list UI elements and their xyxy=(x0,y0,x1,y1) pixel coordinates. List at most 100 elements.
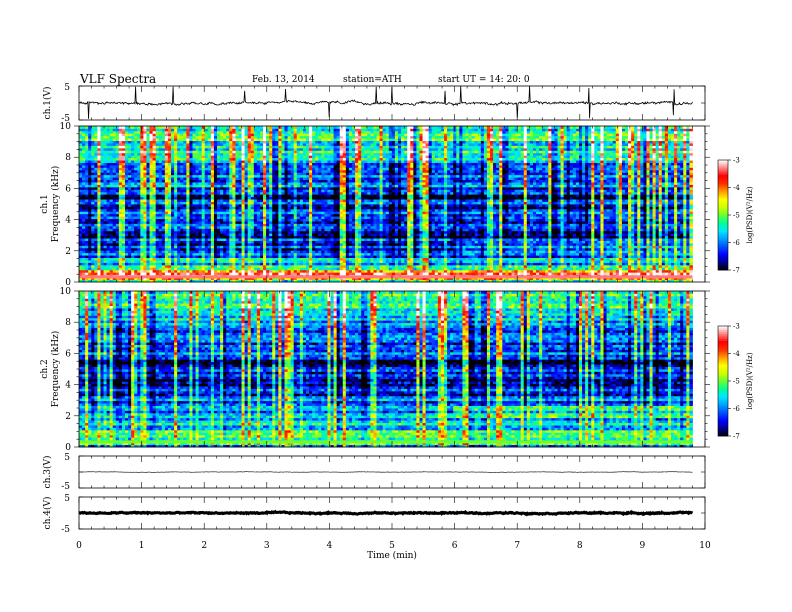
spectrogram-cell xyxy=(269,224,272,227)
spectrogram-cell xyxy=(263,158,266,161)
spectrogram-cell xyxy=(229,243,232,246)
spectrogram-cell xyxy=(202,209,205,212)
spectrogram-cell xyxy=(226,155,229,158)
spectrogram-cell xyxy=(128,163,131,166)
spectrogram-cell xyxy=(257,233,260,236)
spectrogram-cell xyxy=(278,224,281,227)
spectrogram-cell xyxy=(220,211,223,214)
spectrogram-cell xyxy=(143,197,146,200)
spectrogram-cell xyxy=(97,226,100,229)
spectrogram-cell xyxy=(208,126,211,129)
spectrogram-cell xyxy=(242,175,245,178)
spectrogram-cell xyxy=(94,175,97,178)
spectrogram-cell xyxy=(239,194,242,197)
spectrogram-cell xyxy=(226,185,229,188)
spectrogram-cell xyxy=(88,265,91,268)
spectrogram-cell xyxy=(183,155,186,158)
spectrogram-cell xyxy=(226,211,229,214)
spectrogram-cell xyxy=(159,126,162,129)
spectrogram-cell xyxy=(248,197,251,200)
spectrogram-cell xyxy=(110,160,113,163)
spectrogram-cell xyxy=(275,150,278,153)
spectrogram-cell xyxy=(254,265,257,268)
spectrogram-cell xyxy=(82,185,85,188)
spectrogram-cell xyxy=(211,231,214,234)
spectrogram-cell xyxy=(122,263,125,266)
spectrogram-cell xyxy=(131,265,134,268)
spectrogram-cell xyxy=(272,226,275,229)
spectrogram-cell xyxy=(278,153,281,156)
spectrogram-cell xyxy=(266,158,269,161)
spectrogram-cell xyxy=(254,167,257,170)
spectrogram-cell xyxy=(260,185,263,188)
spectrogram-cell xyxy=(266,199,269,202)
spectrogram-cell xyxy=(140,175,143,178)
spectrogram-cell xyxy=(137,250,140,253)
spectrogram-cell xyxy=(119,216,122,219)
spectrogram-cell xyxy=(202,150,205,153)
spectrogram-cell xyxy=(180,141,183,144)
spectrogram-cell xyxy=(110,146,113,149)
spectrogram-cell xyxy=(162,146,165,149)
spectrogram-cell xyxy=(150,219,153,222)
spectrogram-cell xyxy=(220,155,223,158)
spectrogram-cell xyxy=(156,133,159,136)
spectrogram-cell xyxy=(156,238,159,241)
spectrogram-cell xyxy=(91,172,94,175)
spectrogram-cell xyxy=(122,211,125,214)
spectrogram-cell xyxy=(146,228,149,231)
spectrogram-cell xyxy=(150,236,153,239)
spectrogram-cell xyxy=(79,131,82,134)
spectrogram-cell xyxy=(263,211,266,214)
spectrogram-cell xyxy=(146,126,149,129)
spectrogram-cell xyxy=(146,245,149,248)
spectrogram-cell xyxy=(223,158,226,161)
spectrogram-cell xyxy=(104,243,107,246)
spectrogram-cell xyxy=(122,248,125,251)
spectrogram-cell xyxy=(186,260,189,263)
spectrogram-cell xyxy=(232,272,235,275)
spectrogram-cell xyxy=(100,272,103,275)
spectrogram-cell xyxy=(211,226,214,229)
spectrogram-cell xyxy=(208,160,211,163)
spectrogram-cell xyxy=(131,272,134,275)
spectrogram-cell xyxy=(254,233,257,236)
spectrogram-cell xyxy=(162,172,165,175)
spectrogram-cell xyxy=(266,202,269,205)
spectrogram-cell xyxy=(104,272,107,275)
spectrogram-cell xyxy=(165,231,168,234)
spectrogram-cell xyxy=(116,224,119,227)
spectrogram-cell xyxy=(192,248,195,251)
spectrogram-cell xyxy=(177,146,180,149)
spectrogram-cell xyxy=(275,165,278,168)
spectrogram-cell xyxy=(211,260,214,263)
spectrogram-cell xyxy=(128,248,131,251)
spectrogram-cell xyxy=(165,248,168,251)
spectrogram-cell xyxy=(266,248,269,251)
spectrogram-cell xyxy=(100,148,103,151)
spectrogram-cell xyxy=(110,241,113,244)
spectrogram-cell xyxy=(199,180,202,183)
spectrogram-cell xyxy=(285,243,288,246)
spectrogram-cell xyxy=(248,221,251,224)
spectrogram-cell xyxy=(113,182,116,185)
spectrogram-cell xyxy=(140,146,143,149)
spectrogram-cell xyxy=(269,245,272,248)
spectrogram-cell xyxy=(156,126,159,129)
spectrogram-cell xyxy=(150,189,153,192)
spectrogram-cell xyxy=(128,226,131,229)
spectrogram-cell xyxy=(186,155,189,158)
spectrogram-cell xyxy=(168,128,171,131)
spectrogram-cell xyxy=(254,199,257,202)
spectrogram-cell xyxy=(208,167,211,170)
spectrogram-cell xyxy=(260,172,263,175)
spectrogram-cell xyxy=(229,192,232,195)
spectrogram-cell xyxy=(226,177,229,180)
spectrogram-cell xyxy=(113,146,116,149)
spectrogram-cell xyxy=(153,231,156,234)
spectrogram-cell xyxy=(278,165,281,168)
spectrogram-cell xyxy=(275,128,278,131)
spectrogram-cell xyxy=(189,253,192,256)
spectrogram-cell xyxy=(110,267,113,270)
spectrogram-cell xyxy=(272,177,275,180)
